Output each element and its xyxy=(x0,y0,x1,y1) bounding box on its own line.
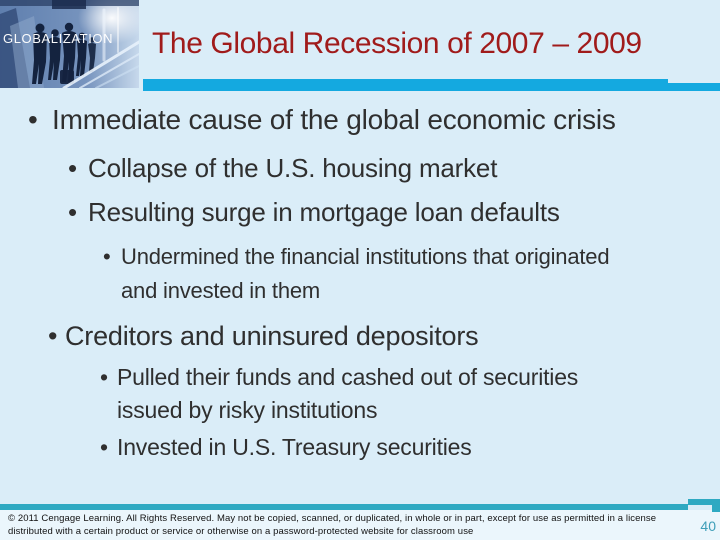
bullet-level2-pulled-funds: • Pulled their funds and cashed out of s… xyxy=(100,361,648,427)
globalization-photo: GLOBALIZATION xyxy=(0,0,139,88)
people-silhouettes xyxy=(32,22,96,84)
overhead-sign xyxy=(52,0,86,9)
bullet-level1-immediate-cause: • Immediate cause of the global economic… xyxy=(28,103,616,137)
bullet-text: Undermined the financial institutions th… xyxy=(121,244,610,303)
bullet-dot: • xyxy=(103,244,111,269)
light-glow xyxy=(78,0,139,44)
copyright-notice: © 2011 Cengage Learning. All Rights Rese… xyxy=(8,512,656,538)
brand-label: GLOBALIZATION xyxy=(3,31,114,46)
bullet-dot: • xyxy=(68,197,77,227)
footer-accent-bar xyxy=(0,504,688,510)
footer-accent-bar-right-step xyxy=(688,499,720,505)
bullet-dot: • xyxy=(68,153,77,183)
footer-strip xyxy=(0,510,720,540)
bullet-text: Collapse of the U.S. housing market xyxy=(88,153,498,183)
photo-illustration xyxy=(0,0,139,88)
copyright-line-2: distributed with a certain product or se… xyxy=(8,526,474,537)
slide-title: The Global Recession of 2007 – 2009 xyxy=(152,27,642,60)
bullet-dot: • xyxy=(100,364,108,390)
header-accent-bar-right-step xyxy=(668,83,720,91)
slide-number: 40 xyxy=(700,518,716,534)
bullet-text: Immediate cause of the global economic c… xyxy=(52,104,616,135)
copyright-line-1: © 2011 Cengage Learning. All Rights Rese… xyxy=(8,513,657,524)
bullet-level2-mortgage-defaults: • Resulting surge in mortgage loan defau… xyxy=(68,196,560,228)
bullet-level2-invested-treasury: • Invested in U.S. Treasury securities xyxy=(100,431,472,464)
bullet-level1-creditors-depositors: • Creditors and uninsured depositors xyxy=(48,320,479,353)
bullet-level3-undermined-institutions: • Undermined the financial institutions … xyxy=(103,240,621,308)
bullet-text: Invested in U.S. Treasury securities xyxy=(117,434,472,460)
bullet-dot: • xyxy=(100,434,108,460)
bullet-text: Pulled their funds and cashed out of sec… xyxy=(117,364,579,423)
bullet-dot: • xyxy=(48,321,58,351)
header-accent-bar xyxy=(143,79,668,91)
bullet-text: Resulting surge in mortgage loan default… xyxy=(88,197,560,227)
walkway-streaks xyxy=(62,7,139,88)
footer-accent-bar-end-cap xyxy=(712,499,720,512)
bullet-level2-collapse-housing: • Collapse of the U.S. housing market xyxy=(68,152,497,184)
bullet-dot: • xyxy=(28,104,38,135)
bullet-text: Creditors and uninsured depositors xyxy=(65,321,479,351)
